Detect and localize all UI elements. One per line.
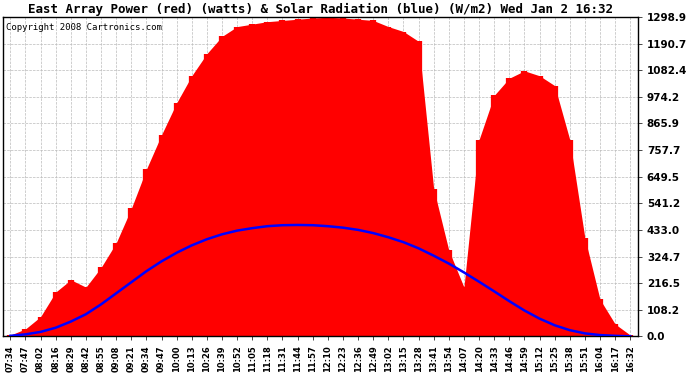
Title: East Array Power (red) (watts) & Solar Radiation (blue) (W/m2) Wed Jan 2 16:32: East Array Power (red) (watts) & Solar R… [28,3,613,16]
Text: Copyright 2008 Cartronics.com: Copyright 2008 Cartronics.com [6,23,162,32]
